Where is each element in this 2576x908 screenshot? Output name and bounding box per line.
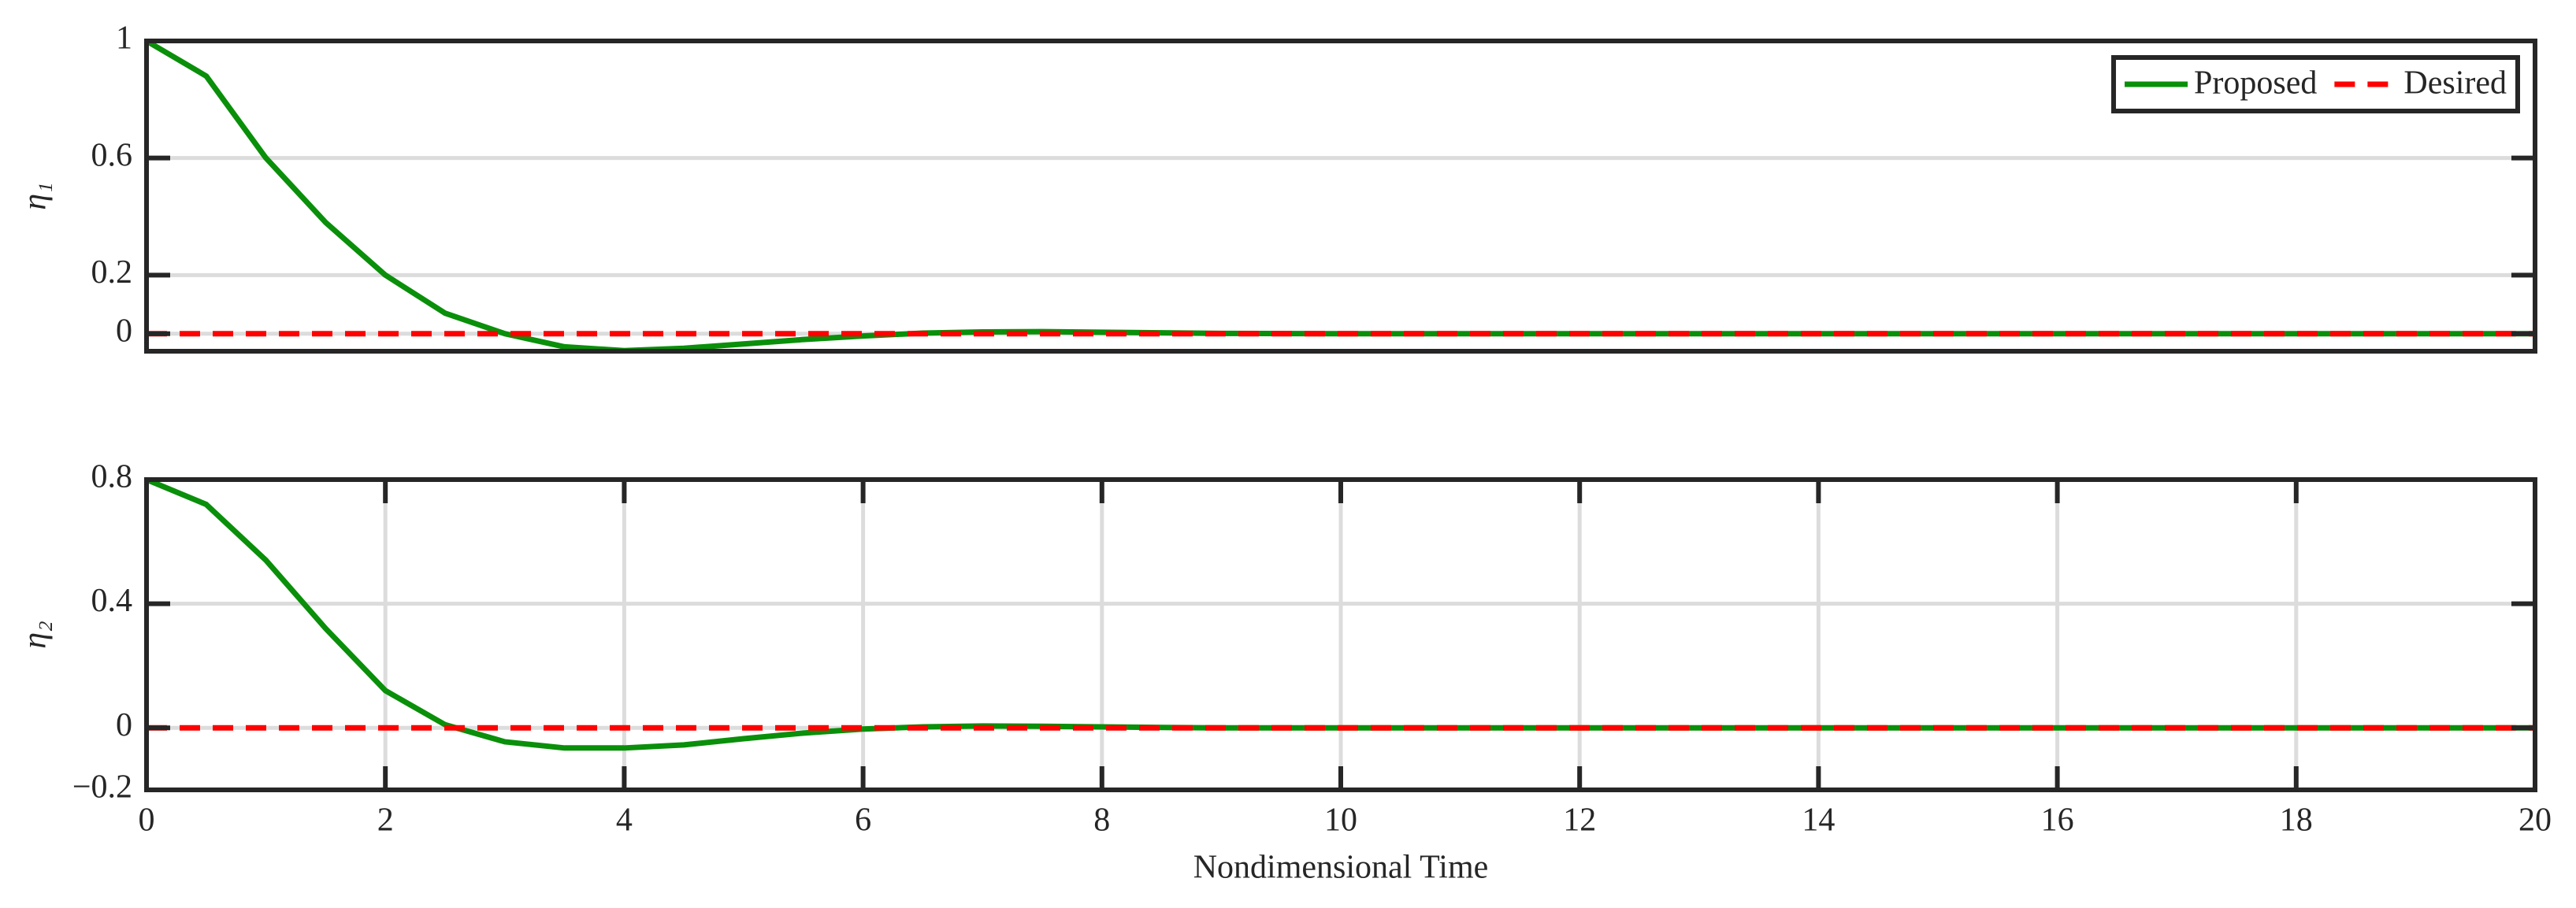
y-axis-label: η₂ [17, 621, 54, 648]
legend: Proposed Desired [2111, 55, 2520, 113]
axes-box [144, 39, 2537, 354]
x-tick-label: 2 [377, 802, 394, 839]
x-tick-label: 0 [139, 802, 155, 839]
x-tick-label: 8 [1093, 802, 1110, 839]
y-tick-label: −0.2 [72, 769, 132, 806]
x-axis-label: Nondimensional Time [1193, 850, 1489, 886]
y-tick-label: 0.6 [91, 137, 133, 173]
y-tick-label: 0 [116, 313, 132, 349]
x-tick-label: 10 [1324, 802, 1357, 839]
x-tick-label: 20 [2518, 802, 2552, 839]
x-tick-label: 4 [616, 802, 633, 839]
x-tick-label: 6 [855, 802, 871, 839]
x-tick-label: 14 [1802, 802, 1835, 839]
legend-label: Desired [2403, 65, 2507, 102]
x-tick-label: 16 [2041, 802, 2074, 839]
y-tick-label: 0 [116, 707, 132, 743]
x-tick-label: 18 [2280, 802, 2313, 839]
y-tick-label: 1 [116, 20, 132, 57]
x-tick-label: 12 [1563, 802, 1596, 839]
y-axis-label: η₁ [17, 182, 54, 209]
y-tick-label: 0.8 [91, 459, 133, 495]
y-tick-label: 0.2 [91, 254, 133, 291]
y-tick-label: 0.4 [91, 583, 133, 619]
legend-label: Proposed [2194, 65, 2317, 102]
